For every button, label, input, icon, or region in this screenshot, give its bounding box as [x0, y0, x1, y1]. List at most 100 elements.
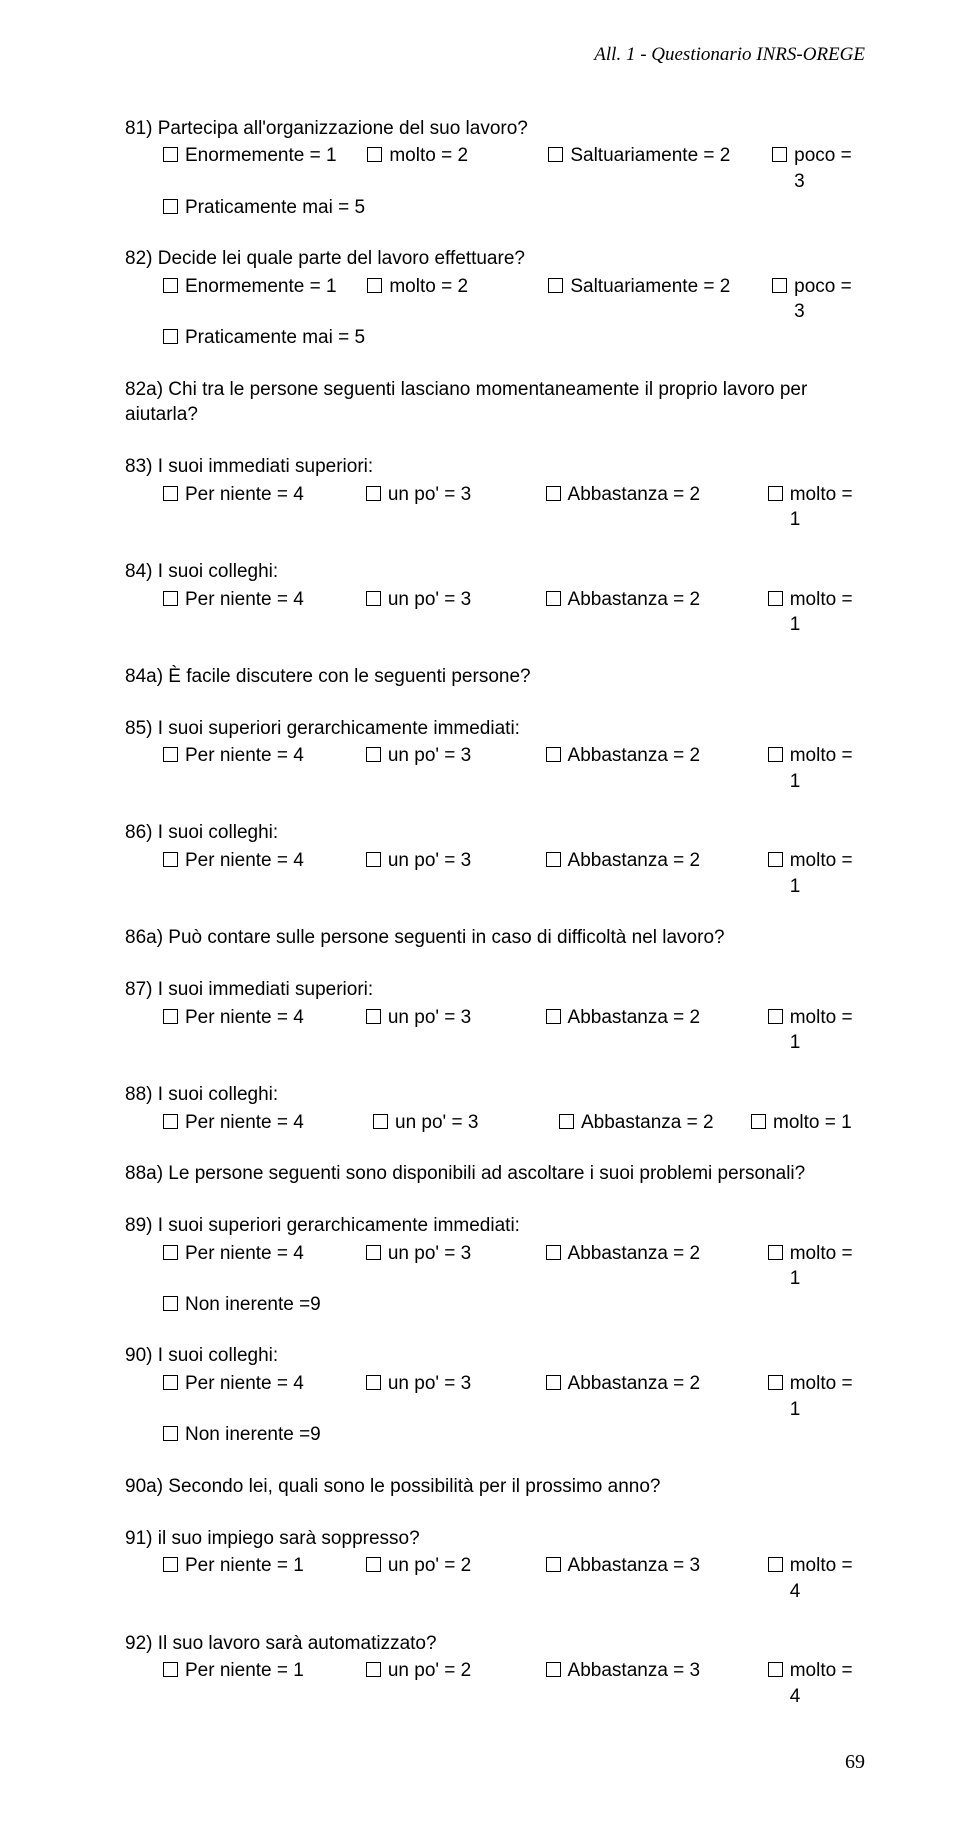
checkbox-icon[interactable]: [772, 278, 787, 293]
q86a-title: 86a) Può contare sulle persone seguenti …: [125, 925, 865, 951]
checkbox-icon[interactable]: [373, 1114, 388, 1129]
q84-title: 84) I suoi colleghi:: [125, 559, 865, 585]
opt-label: molto = 1: [790, 1241, 865, 1292]
checkbox-icon[interactable]: [768, 486, 783, 501]
checkbox-icon[interactable]: [366, 747, 381, 762]
checkbox-icon[interactable]: [163, 329, 178, 344]
q86-title: 86) I suoi colleghi:: [125, 820, 865, 846]
q85-options: Per niente = 4 un po' = 3 Abbastanza = 2…: [163, 743, 865, 794]
checkbox-icon[interactable]: [163, 1426, 178, 1441]
checkbox-icon[interactable]: [366, 591, 381, 606]
opt-label: Abbastanza = 2: [568, 587, 701, 613]
opt-label: molto = 1: [790, 848, 865, 899]
opt-label: Abbastanza = 2: [568, 1241, 701, 1267]
checkbox-icon[interactable]: [366, 852, 381, 867]
checkbox-icon[interactable]: [768, 1375, 783, 1390]
opt-label: un po' = 3: [388, 1371, 471, 1397]
opt-label: molto = 1: [790, 482, 865, 533]
checkbox-icon[interactable]: [163, 1114, 178, 1129]
checkbox-icon[interactable]: [366, 1245, 381, 1260]
question-84: 84) I suoi colleghi: Per niente = 4 un p…: [125, 559, 865, 638]
opt-label: un po' = 3: [388, 1241, 471, 1267]
checkbox-icon[interactable]: [768, 1009, 783, 1024]
checkbox-icon[interactable]: [163, 199, 178, 214]
opt-label: un po' = 3: [395, 1110, 478, 1136]
opt-label: Saltuariamente = 2: [570, 143, 730, 169]
q90a-title: 90a) Secondo lei, quali sono le possibil…: [125, 1474, 865, 1500]
checkbox-icon[interactable]: [546, 591, 561, 606]
q89-options-sub: Non inerente =9: [163, 1292, 865, 1318]
question-88a: 88a) Le persone seguenti sono disponibil…: [125, 1161, 865, 1187]
opt-label: molto = 2: [389, 274, 468, 300]
opt-label: molto = 4: [790, 1553, 865, 1604]
question-91: 91) il suo impiego sarà soppresso? Per n…: [125, 1526, 865, 1605]
checkbox-icon[interactable]: [163, 278, 178, 293]
checkbox-icon[interactable]: [768, 747, 783, 762]
checkbox-icon[interactable]: [546, 1557, 561, 1572]
checkbox-icon[interactable]: [768, 1662, 783, 1677]
opt-label: Per niente = 4: [185, 743, 304, 769]
opt-label: molto = 1: [773, 1110, 852, 1136]
checkbox-icon[interactable]: [163, 1009, 178, 1024]
checkbox-icon[interactable]: [163, 1296, 178, 1311]
checkbox-icon[interactable]: [366, 1375, 381, 1390]
checkbox-icon[interactable]: [367, 278, 382, 293]
q84a-title: 84a) È facile discutere con le seguenti …: [125, 664, 865, 690]
question-82a: 82a) Chi tra le persone seguenti lascian…: [125, 377, 865, 428]
checkbox-icon[interactable]: [548, 278, 563, 293]
question-82: 82) Decide lei quale parte del lavoro ef…: [125, 246, 865, 351]
checkbox-icon[interactable]: [548, 147, 563, 162]
checkbox-icon[interactable]: [366, 1009, 381, 1024]
question-81: 81) Partecipa all'organizzazione del suo…: [125, 116, 865, 221]
checkbox-icon[interactable]: [546, 1375, 561, 1390]
opt-label: Abbastanza = 2: [568, 482, 701, 508]
checkbox-icon[interactable]: [163, 1375, 178, 1390]
checkbox-icon[interactable]: [366, 1557, 381, 1572]
opt-label: Per niente = 4: [185, 587, 304, 613]
checkbox-icon[interactable]: [772, 147, 787, 162]
checkbox-icon[interactable]: [163, 852, 178, 867]
checkbox-icon[interactable]: [546, 1009, 561, 1024]
checkbox-icon[interactable]: [546, 747, 561, 762]
checkbox-icon[interactable]: [163, 1662, 178, 1677]
opt-label: un po' = 3: [388, 1005, 471, 1031]
opt-label: poco = 3: [794, 143, 865, 194]
checkbox-icon[interactable]: [163, 486, 178, 501]
checkbox-icon[interactable]: [768, 591, 783, 606]
page-header: All. 1 - Questionario INRS-OREGE: [125, 42, 865, 68]
q90-options-sub: Non inerente =9: [163, 1422, 865, 1448]
opt-label: Praticamente mai = 5: [185, 325, 365, 351]
checkbox-icon[interactable]: [163, 591, 178, 606]
opt-label: Abbastanza = 3: [568, 1658, 701, 1684]
checkbox-icon[interactable]: [163, 1557, 178, 1572]
checkbox-icon[interactable]: [366, 486, 381, 501]
opt-label: molto = 1: [790, 743, 865, 794]
checkbox-icon[interactable]: [163, 747, 178, 762]
checkbox-icon[interactable]: [768, 1245, 783, 1260]
opt-label: Abbastanza = 3: [568, 1553, 701, 1579]
question-86: 86) I suoi colleghi: Per niente = 4 un p…: [125, 820, 865, 899]
q89-title: 89) I suoi superiori gerarchicamente imm…: [125, 1213, 865, 1239]
checkbox-icon[interactable]: [546, 1245, 561, 1260]
checkbox-icon[interactable]: [768, 852, 783, 867]
opt-label: Per niente = 1: [185, 1658, 304, 1684]
q91-title: 91) il suo impiego sarà soppresso?: [125, 1526, 865, 1552]
q92-options: Per niente = 1 un po' = 2 Abbastanza = 3…: [163, 1658, 865, 1709]
checkbox-icon[interactable]: [768, 1557, 783, 1572]
checkbox-icon[interactable]: [546, 852, 561, 867]
checkbox-icon[interactable]: [546, 1662, 561, 1677]
opt-label: Abbastanza = 2: [581, 1110, 714, 1136]
checkbox-icon[interactable]: [367, 147, 382, 162]
checkbox-icon[interactable]: [163, 1245, 178, 1260]
checkbox-icon[interactable]: [366, 1662, 381, 1677]
opt-label: un po' = 3: [388, 743, 471, 769]
opt-label: Enormemente = 1: [185, 274, 337, 300]
checkbox-icon[interactable]: [559, 1114, 574, 1129]
checkbox-icon[interactable]: [163, 147, 178, 162]
opt-label: un po' = 3: [388, 848, 471, 874]
checkbox-icon[interactable]: [751, 1114, 766, 1129]
checkbox-icon[interactable]: [546, 486, 561, 501]
opt-label: Per niente = 4: [185, 1241, 304, 1267]
question-85: 85) I suoi superiori gerarchicamente imm…: [125, 716, 865, 795]
q88-title: 88) I suoi colleghi:: [125, 1082, 865, 1108]
